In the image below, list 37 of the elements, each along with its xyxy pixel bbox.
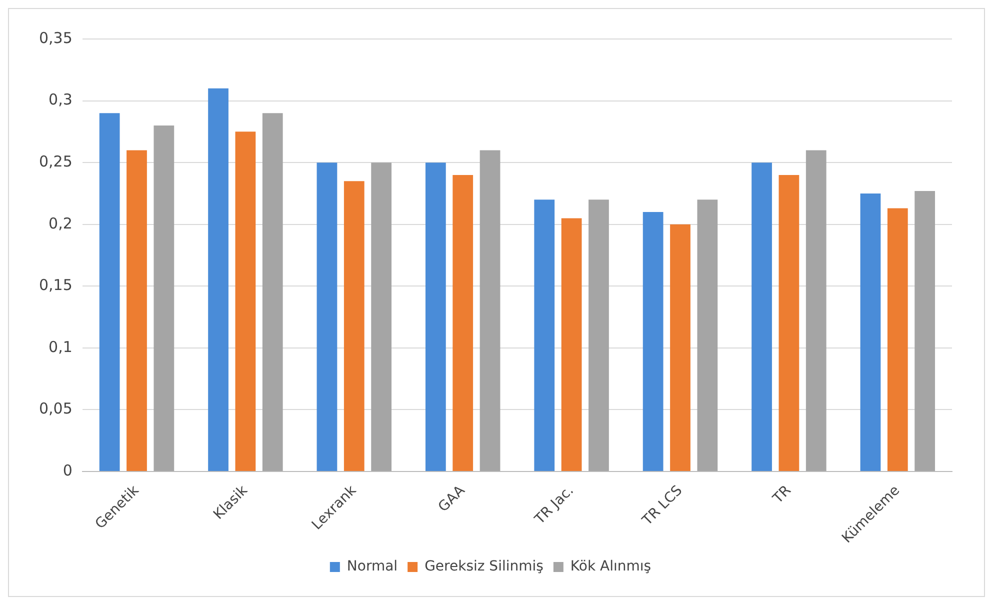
legend-label: Kök Alınmış [570, 558, 652, 575]
bar [778, 174, 800, 472]
bar [752, 162, 772, 472]
bar [371, 162, 392, 472]
bar [914, 191, 936, 472]
legend-label: Gereksiz Silinmiş [424, 558, 544, 575]
bar [561, 218, 582, 472]
y-tick-label: 0,1 [48, 338, 72, 356]
y-tick-label: 0,05 [38, 400, 72, 418]
bar [642, 212, 664, 472]
bar [344, 181, 364, 472]
bar [670, 224, 690, 472]
bar [860, 193, 881, 472]
bar [697, 200, 718, 472]
y-tick-label: 0,2 [48, 214, 72, 232]
y-tick-label: 0,25 [38, 152, 72, 170]
bar [534, 200, 555, 472]
bar [126, 150, 147, 472]
bar [806, 150, 826, 472]
x-tick-label: TR [769, 482, 795, 508]
bar [425, 162, 446, 472]
y-tick-label: 0,15 [38, 276, 72, 294]
legend-label: Normal [346, 558, 398, 575]
bar [480, 150, 500, 472]
x-tick-label: TR Jac. [531, 482, 577, 528]
y-tick-label: 0 [62, 461, 72, 480]
bar [99, 113, 120, 472]
y-tick-label: 0,3 [48, 90, 72, 109]
bar [154, 126, 174, 472]
bar [235, 132, 256, 472]
bar [316, 162, 338, 472]
bar [887, 208, 908, 472]
y-tick-label: 0,35 [38, 28, 72, 47]
bar [452, 174, 474, 472]
bar [262, 113, 283, 472]
bar [208, 88, 228, 472]
bar [588, 200, 609, 472]
